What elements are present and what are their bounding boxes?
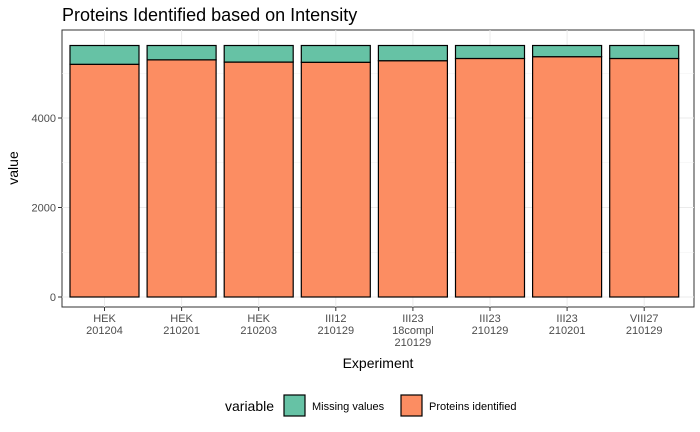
legend-title: variable [225, 398, 274, 414]
y-axis: 0 2000 4000 [32, 113, 62, 304]
legend: variable Missing values Proteins identifie… [225, 394, 516, 417]
bar-missing-values [377, 44, 448, 62]
legend-label-missing-values: Missing values [312, 401, 385, 413]
bar-proteins-identified [454, 57, 526, 298]
bar-proteins-identified [377, 60, 448, 298]
y-tick-label: 0 [50, 292, 56, 304]
bar-missing-values [300, 44, 371, 63]
x-tick-label: HEK 210201 [163, 313, 200, 337]
legend-key-proteins-identified [400, 394, 423, 417]
bar-missing-values [146, 44, 217, 61]
y-tick-label: 2000 [32, 203, 56, 215]
x-tick-label: III23 18compl 210129 [392, 313, 434, 349]
bar-missing-values [454, 44, 526, 60]
bar-proteins-identified [531, 56, 603, 298]
legend-label-proteins-identified: Proteins identified [429, 401, 516, 413]
bars [69, 44, 680, 298]
bar-missing-values [69, 44, 140, 65]
bar-proteins-identified [69, 63, 140, 298]
x-tick-label: III23 210129 [472, 313, 509, 337]
chart-title: Proteins Identified based on Intensity [62, 5, 357, 25]
bar-missing-values [609, 44, 680, 60]
x-axis-title: Experiment [343, 355, 414, 371]
x-tick-label: HEK 210203 [240, 313, 277, 337]
x-tick-label: III12 210129 [317, 313, 354, 337]
x-tick-label: III23 210201 [549, 313, 586, 337]
bar-proteins-identified [300, 61, 371, 298]
bar-proteins-identified [146, 59, 217, 298]
x-axis: HEK 201204 HEK 210201 HEK 210203 III12 210129 II… [86, 307, 663, 349]
bar-missing-values [531, 44, 603, 58]
bar-proteins-identified [609, 57, 680, 298]
x-tick-label: HEK 201204 [86, 313, 123, 337]
legend-key-missing-values [283, 394, 306, 417]
bar-proteins-identified [223, 61, 294, 298]
x-tick-label: VIII27 210129 [626, 313, 663, 337]
y-tick-label: 4000 [32, 113, 56, 125]
y-axis-title: value [5, 151, 21, 185]
bar-missing-values [223, 44, 294, 63]
